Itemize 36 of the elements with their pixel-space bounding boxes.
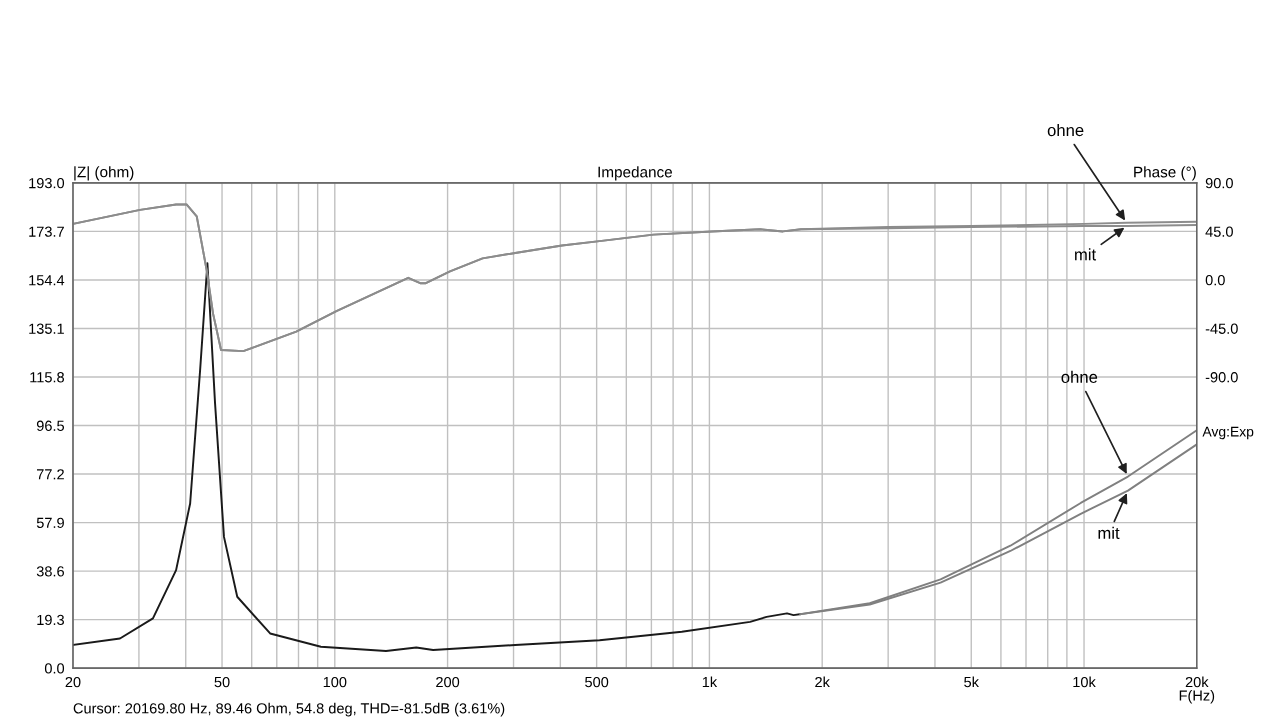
x-tick-label: 20k — [1185, 676, 1209, 688]
y-tick-label: 173.7 — [29, 226, 64, 237]
x-axis-title: F(Hz) — [1179, 690, 1215, 704]
y2-tick-label: 0.0 — [1205, 275, 1225, 286]
x-tick-label: 200 — [436, 676, 460, 688]
x-tick-label: 5k — [964, 676, 979, 688]
x-tick-label: 1k — [702, 676, 718, 688]
x-tick-label: 20 — [65, 676, 81, 688]
y-tick-label: 154.4 — [29, 275, 65, 286]
x-tick-label: 2k — [815, 676, 830, 688]
y-tick-label: 19.3 — [37, 614, 64, 626]
text: ohne — [1061, 370, 1098, 383]
text: Avg:Exp — [1202, 426, 1254, 440]
text: Cursor: 20169.80 Hz, 89.46 Ohm, 54.8 deg, THD=-81.5dB (3.61%) — [73, 702, 505, 717]
y2-tick-label: -90.0 — [1205, 372, 1238, 383]
series-label: mit — [1075, 248, 1097, 261]
x-tick-label: 10k — [1073, 676, 1096, 688]
y-tick-label: 115.8 — [30, 372, 64, 383]
x-tick-label: 50 — [214, 676, 230, 688]
y2-tick-label: -45.0 — [1205, 323, 1238, 334]
y-tick-label: 38.6 — [36, 566, 64, 577]
y-tick-label: 57.9 — [36, 517, 64, 528]
y2-tick-label: 45.0 — [1205, 226, 1233, 237]
y2-axis-title: Phase (°) — [1134, 166, 1196, 181]
y-tick-label: 96.5 — [36, 420, 65, 431]
chart-title: Impedance — [598, 166, 672, 181]
x-tick-label: 100 — [323, 676, 347, 688]
y-tick-label: 193.0 — [29, 177, 65, 189]
y-tick-label: 77.2 — [36, 469, 64, 480]
y-tick-label: 0.0 — [44, 663, 65, 674]
y2-tick-label: 90.0 — [1205, 177, 1233, 189]
x-tick-label: 500 — [585, 676, 609, 688]
y-axis-title: |Z| (ohm) — [74, 166, 134, 181]
y-tick-label: 135.1 — [29, 323, 64, 334]
series-label: mit — [1098, 526, 1120, 539]
text: ohne — [1047, 123, 1084, 137]
